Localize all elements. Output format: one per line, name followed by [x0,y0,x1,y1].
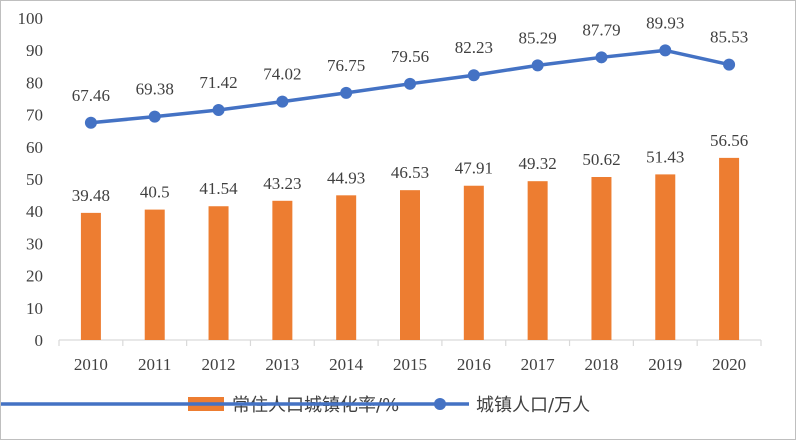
bar-data-labels: 39.48 40.5 41.54 43.23 44.93 46.53 47.91 49.32 5… [72,131,748,205]
line-series [84,44,736,129]
bar [591,177,612,340]
line-point [212,104,225,117]
bar-data-label: 39.48 [72,186,110,205]
line-point [659,44,672,57]
line-point [148,110,161,123]
line-point [84,116,97,129]
line-point [531,59,544,72]
line-data-label: 76.75 [327,56,365,75]
bar [144,209,165,340]
line-data-label: 82.23 [455,38,493,57]
y-tick-label: 50 [26,170,43,189]
bar-series [80,157,740,340]
line-point [404,77,416,90]
x-tick-label: 2011 [138,355,171,374]
legend-marker-line [434,398,446,410]
x-axis: 2010 2011 2012 2013 2014 2015 2016 2017 2018 2019… [58,339,762,374]
line-point [467,69,480,82]
y-tick-label: 70 [26,106,43,125]
x-tick-label: 2019 [648,355,682,374]
line-data-label: 89.93 [646,13,684,32]
y-tick-label: 90 [26,41,43,60]
x-tick-label: 2020 [712,355,746,374]
line-data-labels: 67.46 69.38 71.42 74.02 76.75 79.56 82.23 85.29… [72,13,748,104]
bar [272,200,293,340]
bar [208,206,229,340]
x-tick-label: 2010 [74,355,108,374]
bar-data-label: 44.93 [327,168,365,187]
bar [400,190,420,340]
x-tick-label: 2012 [202,355,236,374]
line-data-label: 87.79 [582,20,620,39]
y-tick-label: 30 [26,234,43,253]
bar [655,174,676,340]
x-tick-label: 2015 [393,355,427,374]
legend: 常住人口城镇化率/% 城镇人口/万人 [1,395,590,416]
x-tick-label: 2018 [584,355,618,374]
line-data-label: 67.46 [72,86,110,105]
bar [527,181,548,340]
y-tick-label: 0 [35,331,44,350]
line-point [595,51,608,64]
y-tick-label: 100 [18,9,44,28]
bar-data-label: 41.54 [199,179,238,198]
x-tick-label: 2014 [329,355,364,374]
bar-data-label: 43.23 [263,174,301,193]
line-point [340,86,353,99]
bar [719,157,740,340]
legend-label-line: 城镇人口/万人 [476,395,590,416]
y-tick-label: 80 [26,73,43,92]
bar-data-label: 56.56 [710,131,748,150]
bar-data-label: 51.43 [646,147,684,166]
bar [336,195,357,340]
x-tick-label: 2013 [265,355,299,374]
line-data-label: 79.56 [391,47,429,66]
bar [463,185,484,340]
line-data-label: 74.02 [263,65,301,84]
line-data-label: 71.42 [199,73,237,92]
line-data-label: 85.29 [519,28,557,47]
bar [80,212,101,340]
x-tick-label: 2017 [521,355,556,374]
bar-data-label: 40.5 [140,183,170,202]
x-tick-label: 2016 [457,355,491,374]
y-tick-label: 40 [26,202,43,221]
line-data-label: 69.38 [136,80,174,99]
line-data-label: 85.53 [710,28,748,47]
line-point [723,58,736,71]
y-axis: 0 10 20 30 40 50 60 70 80 90 100 [18,9,44,350]
bar-data-label: 49.32 [519,154,557,173]
y-tick-label: 10 [26,299,43,318]
bar-data-label: 46.53 [391,163,429,182]
line-point [276,95,289,108]
bar-data-label: 47.91 [455,159,493,178]
y-tick-label: 60 [26,138,43,157]
bar-data-label: 50.62 [582,150,620,169]
y-tick-label: 20 [26,267,43,286]
